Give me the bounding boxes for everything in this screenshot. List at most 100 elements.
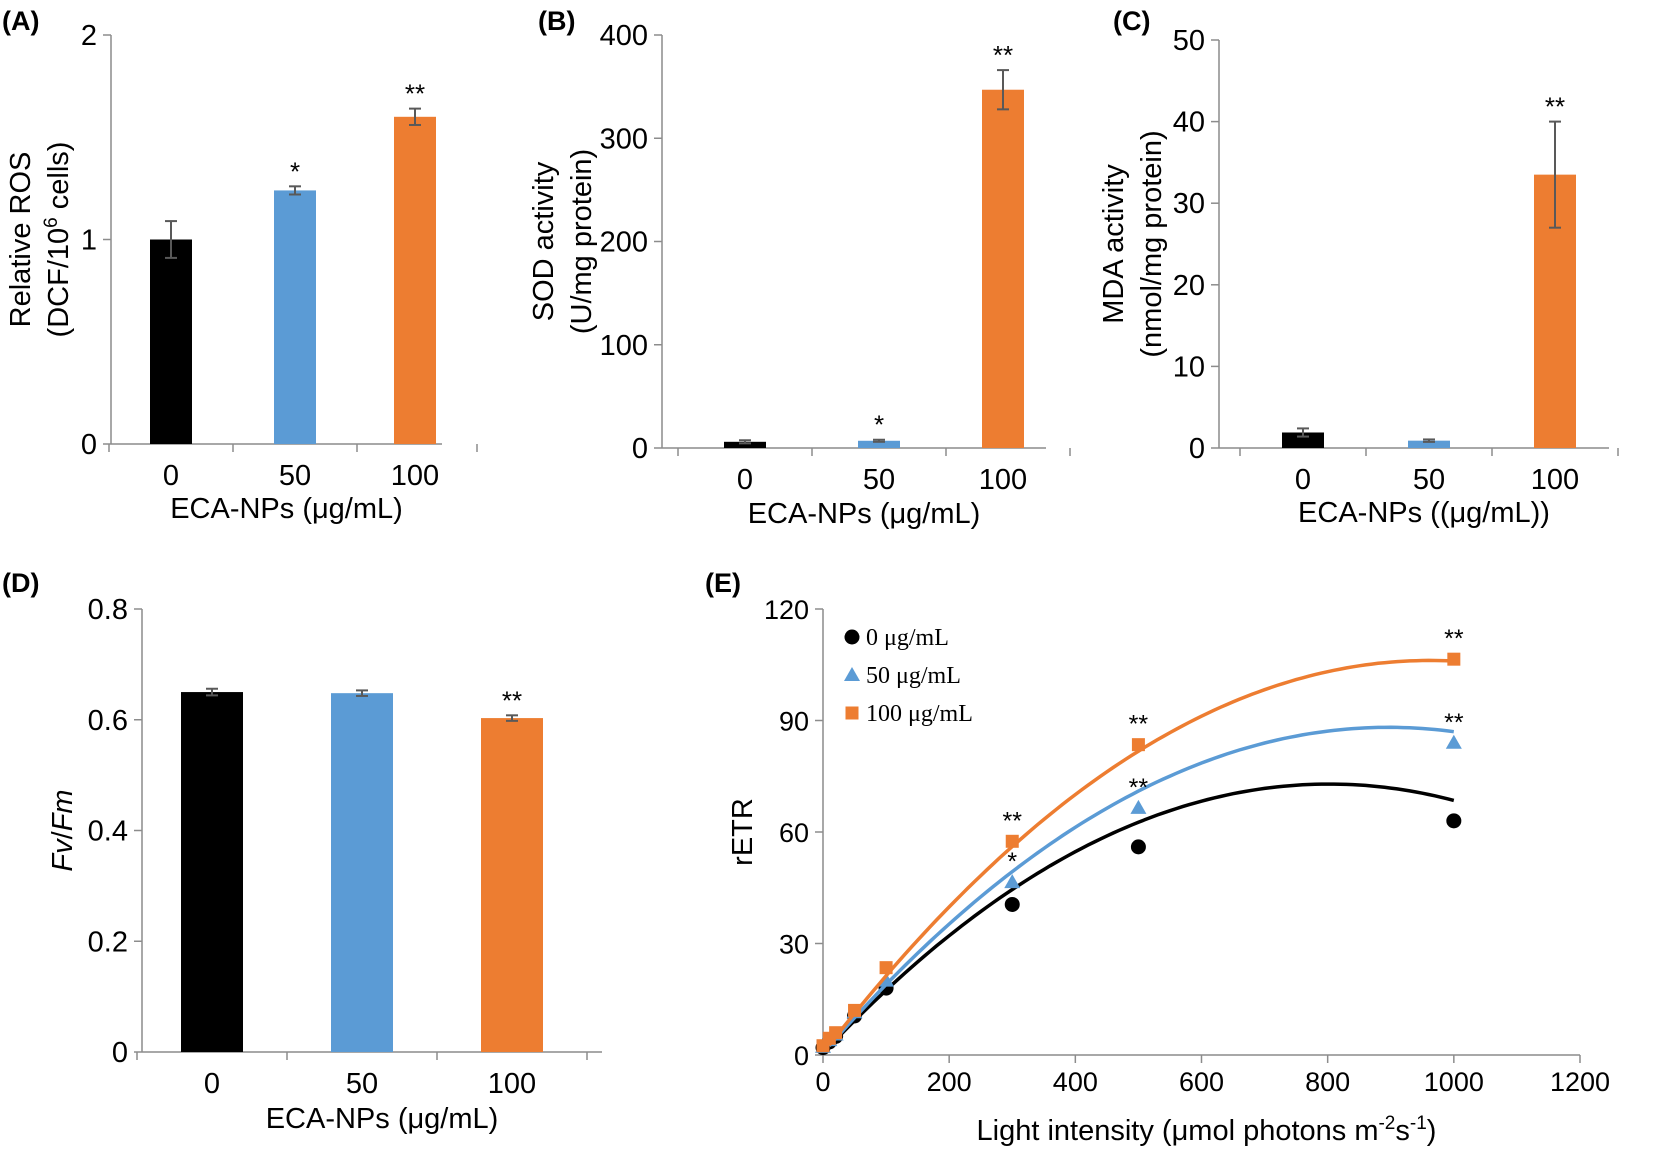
- y-tick-label: 20: [1173, 270, 1205, 302]
- significance-mark: **: [1003, 807, 1023, 835]
- y-tick-label: 10: [1173, 351, 1205, 383]
- significance-mark: *: [1007, 848, 1017, 876]
- x-axis-label: Light intensity (μmol photons m-2s-1): [977, 1113, 1437, 1147]
- legend-label: 50 μg/mL: [866, 663, 961, 689]
- panel-label: (C): [1113, 6, 1150, 36]
- y-tick-label: 0.6: [88, 705, 128, 737]
- y-tick-label: 400: [600, 20, 648, 52]
- y-axis-label-part: (DCF/10: [43, 228, 75, 338]
- x-axis-label-superscript: -2: [1378, 1113, 1395, 1134]
- legend-label: 0 μg/mL: [866, 625, 949, 651]
- bar: [724, 441, 766, 448]
- bar: [274, 190, 316, 444]
- significance-mark: **: [1444, 625, 1464, 653]
- bar: [394, 116, 436, 445]
- y-tick-label: 0: [112, 1037, 128, 1069]
- y-axis-label-part: /: [47, 830, 79, 839]
- x-tick-label: 50: [1413, 464, 1445, 496]
- y-tick-label: 0.2: [88, 926, 128, 958]
- bar: [982, 89, 1024, 448]
- significance-mark: *: [874, 410, 884, 440]
- y-axis-label: MDA activity (nmol/mg protein): [1098, 130, 1168, 357]
- panel-label: (B): [538, 6, 575, 36]
- x-tick-label: 0: [163, 460, 179, 492]
- y-tick-label: 120: [764, 595, 809, 625]
- y-tick-label: 0.8: [88, 594, 128, 626]
- y-axis-label-line1: Relative ROS: [5, 152, 37, 328]
- trend-line: [828, 782, 1455, 1048]
- y-axis-label-part: Fv: [47, 838, 79, 872]
- series: *****: [815, 709, 1464, 1053]
- x-axis-label-part: Light intensity (μmol photons m: [977, 1115, 1379, 1147]
- x-axis-label-part: ): [1427, 1115, 1437, 1147]
- series: ** ** **: [816, 625, 1464, 1053]
- bar: [481, 718, 543, 1052]
- bar: [1408, 440, 1450, 448]
- x-tick-label: 800: [1305, 1067, 1350, 1097]
- y-axis-label: rETR: [727, 798, 759, 866]
- bar: [181, 692, 243, 1052]
- x-tick-label: 1200: [1550, 1067, 1610, 1097]
- significance-mark: **: [1129, 711, 1149, 739]
- x-axis-label-superscript: -1: [1410, 1113, 1427, 1134]
- y-tick-label: 0: [632, 433, 648, 465]
- y-axis-label-part: cells): [43, 142, 75, 218]
- y-tick-label: 40: [1173, 107, 1205, 139]
- significance-mark: **: [1444, 709, 1464, 737]
- data-point: [1004, 874, 1021, 889]
- y-axis-label-line1: SOD activity: [528, 161, 560, 321]
- y-tick-label: 0: [81, 429, 97, 461]
- data-point: [1447, 652, 1461, 666]
- x-axis-label: ECA-NPs (μg/mL): [748, 498, 981, 530]
- y-axis-label-line2: (nmol/mg protein): [1136, 130, 1168, 357]
- trend-line: [827, 725, 1455, 1048]
- bar: [150, 239, 192, 444]
- x-tick-label: 200: [927, 1067, 972, 1097]
- significance-mark: **: [993, 40, 1013, 70]
- x-tick-label: 0: [1295, 464, 1311, 496]
- y-axis-label-line1: MDA activity: [1098, 164, 1130, 324]
- x-axis-label: ECA-NPs (μg/mL): [266, 1103, 499, 1135]
- bar: [331, 693, 393, 1052]
- data-point: [1131, 738, 1145, 752]
- significance-mark: *: [290, 156, 300, 186]
- bar: [1282, 432, 1324, 448]
- significance-mark: **: [1129, 774, 1149, 802]
- y-tick-label: 90: [779, 707, 809, 737]
- y-axis-label: SOD activity (U/mg protein): [528, 149, 598, 334]
- x-tick-label: 0: [815, 1067, 830, 1097]
- y-axis-label-part: Fm: [47, 789, 79, 831]
- data-point: [1004, 896, 1020, 912]
- y-tick-label: 30: [1173, 188, 1205, 220]
- panel-label: (D): [2, 568, 39, 598]
- series: [815, 782, 1462, 1056]
- data-point: [848, 1003, 862, 1017]
- data-point: [879, 961, 893, 975]
- y-tick-label: 0: [794, 1041, 809, 1071]
- bar: [858, 440, 900, 448]
- significance-mark: **: [1545, 92, 1565, 122]
- y-tick-label: 0: [1189, 433, 1205, 465]
- legend: 0 μg/mL 50 μg/mL 100 μg/mL: [844, 625, 973, 727]
- x-tick-label: 0: [737, 464, 753, 496]
- x-tick-label: 50: [279, 460, 311, 492]
- y-tick-label: 2: [81, 20, 97, 52]
- significance-mark: **: [405, 79, 425, 109]
- y-tick-label: 300: [600, 123, 648, 155]
- y-tick-label: 60: [779, 818, 809, 848]
- y-axis-label-superscript: 6: [41, 217, 62, 228]
- x-tick-label: 100: [1531, 464, 1579, 496]
- y-tick-label: 100: [600, 330, 648, 362]
- panel-label: (A): [2, 6, 39, 36]
- y-axis-label-line2: (U/mg protein): [566, 149, 598, 334]
- data-point: [844, 667, 860, 681]
- x-axis-label-part: s: [1395, 1115, 1410, 1147]
- x-tick-label: 600: [1179, 1067, 1224, 1097]
- y-tick-label: 50: [1173, 25, 1205, 57]
- data-point: [1445, 734, 1462, 749]
